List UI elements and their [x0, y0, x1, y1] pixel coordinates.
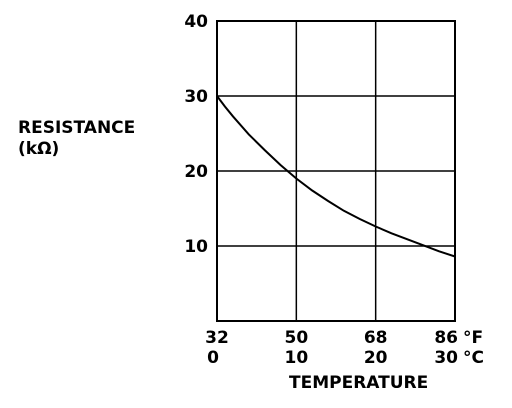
y-axis-unit: (kΩ)	[18, 139, 59, 159]
resistance-curve	[216, 95, 456, 258]
y-tick-label-3: 40	[184, 12, 208, 32]
x-tick-label-f-3: 86	[434, 328, 458, 348]
x-tick-label-c-3: 30	[434, 348, 458, 368]
y-tick-label-1: 20	[184, 162, 208, 182]
x-tick-label-f-1: 50	[284, 328, 308, 348]
grid	[216, 20, 456, 321]
x-tick-label-c-1: 10	[284, 348, 308, 368]
x-tick-label-c-0: 0	[207, 348, 219, 368]
x-unit-fahrenheit: °F	[463, 328, 483, 348]
x-tick-label-f-2: 68	[364, 328, 388, 348]
x-tick-label-f-0: 32	[205, 328, 229, 348]
y-axis-label: RESISTANCE	[18, 118, 135, 138]
y-tick-labels: 10 20 30 40	[184, 12, 208, 257]
plot-frame	[216, 20, 456, 322]
x-tick-label-c-2: 20	[364, 348, 388, 368]
x-axis-label: TEMPERATURE	[289, 373, 428, 393]
y-tick-label-2: 30	[184, 87, 208, 107]
x-unit-celsius: °C	[463, 348, 484, 368]
y-tick-label-0: 10	[184, 237, 208, 257]
